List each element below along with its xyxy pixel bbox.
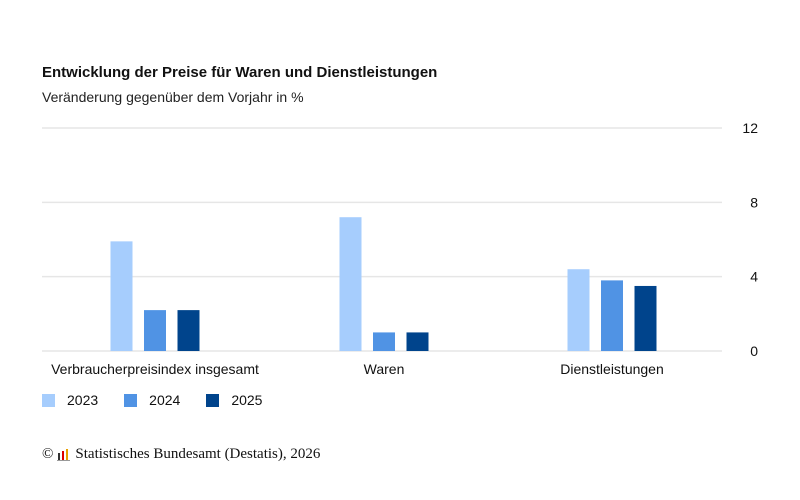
source-note: © Statistisches Bundesamt (Destatis), 20… [42, 446, 320, 463]
bar-2024-1 [373, 332, 395, 351]
y-tick-label: 0 [750, 343, 758, 359]
bar-2023-1 [339, 217, 362, 351]
x-category-label: Waren [364, 361, 405, 377]
bar-2023-2 [567, 269, 590, 351]
legend: 2023 2024 2025 [42, 392, 262, 408]
bar-2025-0 [177, 310, 200, 351]
legend-label: 2025 [231, 392, 263, 408]
bar-2024-2 [601, 280, 623, 351]
source-text: Statistisches Bundesamt (Destatis), 2026 [75, 446, 321, 462]
legend-swatch [124, 393, 138, 407]
y-tick-label: 8 [750, 194, 758, 210]
bar-2024-0 [144, 310, 166, 351]
legend-swatch [42, 393, 55, 407]
legend-item: 2023 [42, 392, 98, 408]
bar-2025-1 [406, 332, 429, 351]
y-tick-label: 12 [742, 120, 758, 136]
legend-swatch [206, 393, 220, 407]
y-tick-label: 4 [750, 269, 758, 285]
bar-2023-0 [110, 241, 133, 351]
legend-item: 2025 [206, 392, 262, 408]
bar-2025-2 [634, 285, 657, 351]
x-category-label: Dienstleistungen [560, 361, 664, 377]
destatis-logo-icon [57, 448, 71, 461]
legend-label: 2024 [149, 392, 181, 408]
x-category-label: Verbraucherpreisindex insgesamt [51, 361, 259, 377]
legend-label: 2023 [67, 392, 99, 408]
chart-subtitle: Veränderung gegenüber dem Vorjahr in % [42, 89, 304, 105]
copyright-symbol: © [42, 446, 54, 462]
chart-title: Entwicklung der Preise für Waren und Die… [42, 64, 438, 81]
legend-item: 2024 [124, 392, 180, 408]
